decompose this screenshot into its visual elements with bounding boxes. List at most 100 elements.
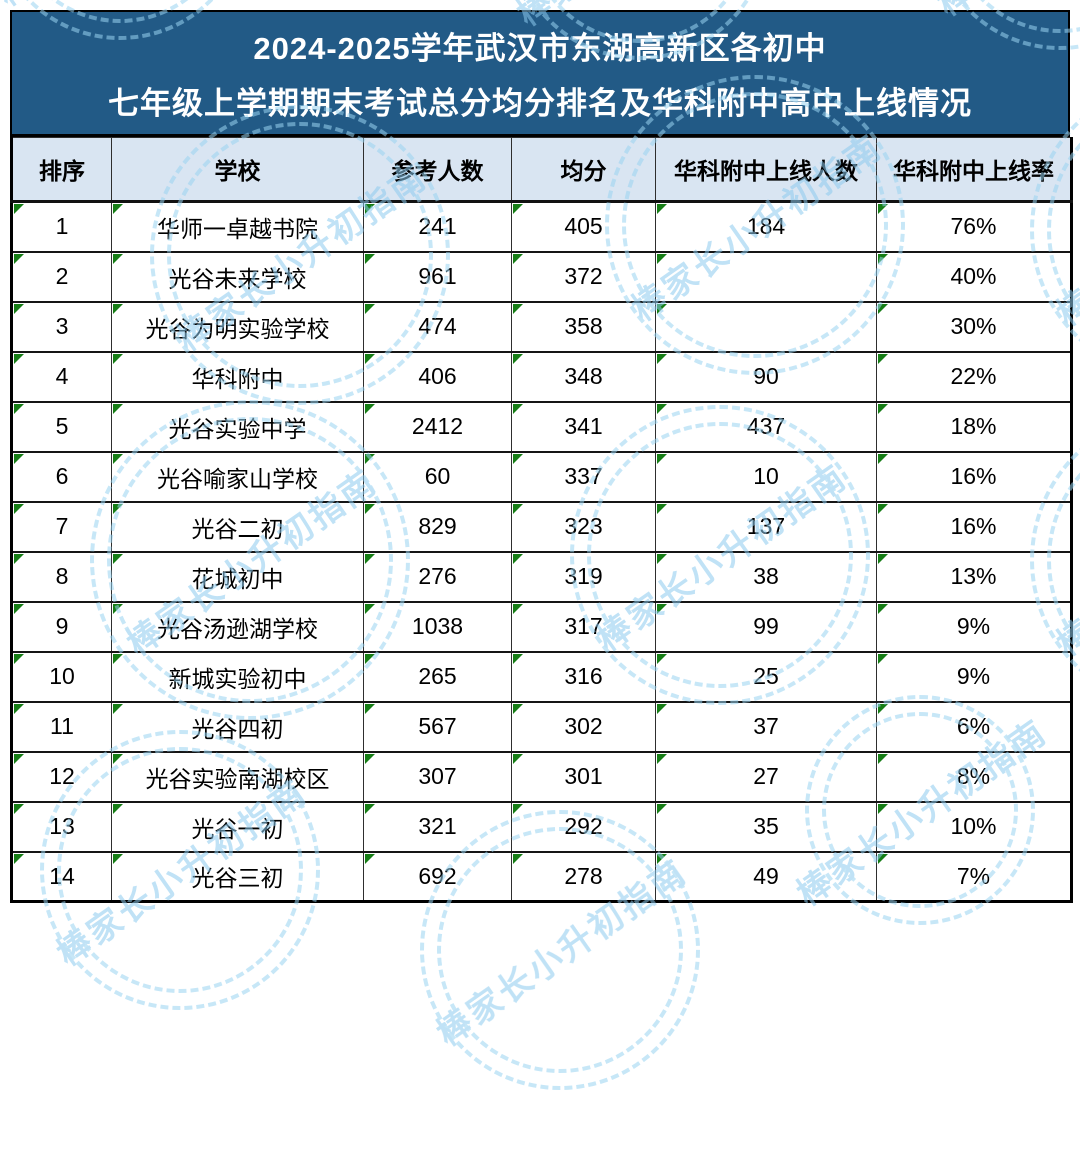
column-header-1: 学校: [111, 137, 364, 203]
cell-note-marker-icon: [878, 303, 888, 314]
admitted-count-cell: [655, 300, 877, 353]
cell-value: 302: [564, 713, 603, 739]
cell-value: 11: [50, 713, 74, 739]
table-row: 1 华师一卓越书院 241 405 184 76%: [11, 200, 1072, 253]
cell-note-marker-icon: [365, 403, 375, 414]
cell-value: 307: [418, 763, 457, 789]
participants-cell: 321: [363, 800, 512, 853]
cell-note-marker-icon: [878, 503, 888, 514]
admitted-count-cell: 99: [655, 600, 877, 653]
table-body: 1 华师一卓越书院 241 405 184 76% 2 光谷未来学校 961 372 40% 3 光谷为…: [11, 200, 1072, 903]
cell-note-marker-icon: [365, 353, 375, 364]
cell-value: 90: [753, 363, 779, 389]
cell-note-marker-icon: [14, 703, 24, 714]
cell-note-marker-icon: [878, 753, 888, 764]
admitted-count-cell: 37: [655, 700, 877, 753]
cell-value: 华师一卓越书院: [157, 215, 318, 242]
admitted-count-cell: 49: [655, 850, 877, 903]
cell-note-marker-icon: [657, 853, 667, 864]
cell-note-marker-icon: [365, 503, 375, 514]
admitted-rate-cell: 13%: [876, 550, 1072, 603]
cell-note-marker-icon: [657, 253, 667, 264]
cell-note-marker-icon: [113, 653, 123, 664]
cell-note-marker-icon: [513, 753, 523, 764]
rank-cell: 7: [11, 500, 112, 553]
cell-note-marker-icon: [14, 204, 24, 214]
cell-note-marker-icon: [14, 253, 24, 264]
cell-note-marker-icon: [513, 453, 523, 464]
cell-note-marker-icon: [365, 853, 375, 864]
cell-value: 13: [49, 813, 75, 839]
cell-note-marker-icon: [113, 353, 123, 364]
cell-note-marker-icon: [14, 603, 24, 614]
cell-note-marker-icon: [14, 453, 24, 464]
rank-cell: 3: [11, 300, 112, 353]
cell-note-marker-icon: [113, 303, 123, 314]
admitted-count-cell: 27: [655, 750, 877, 803]
participants-cell: 829: [363, 500, 512, 553]
school-cell: 华师一卓越书院: [111, 200, 364, 253]
cell-value: 40%: [950, 263, 997, 289]
cell-note-marker-icon: [878, 803, 888, 814]
cell-value: 4: [55, 363, 69, 389]
cell-note-marker-icon: [14, 753, 24, 764]
column-header-5: 华科附中上线率: [876, 137, 1072, 203]
table-row: 5 光谷实验中学 2412 341 437 18%: [11, 400, 1072, 453]
cell-note-marker-icon: [513, 353, 523, 364]
avg-score-cell: 358: [511, 300, 656, 353]
school-cell: 光谷三初: [111, 850, 364, 903]
avg-score-cell: 323: [511, 500, 656, 553]
cell-value: 6%: [956, 713, 991, 739]
cell-note-marker-icon: [365, 653, 375, 664]
cell-note-marker-icon: [657, 403, 667, 414]
rank-cell: 14: [11, 850, 112, 903]
cell-value: 437: [746, 413, 786, 439]
table-row: 8 花城初中 276 319 38 13%: [11, 550, 1072, 603]
cell-value: 372: [564, 263, 603, 289]
cell-note-marker-icon: [657, 453, 667, 464]
cell-note-marker-icon: [513, 653, 523, 664]
cell-note-marker-icon: [657, 553, 667, 564]
participants-cell: 567: [363, 700, 512, 753]
admitted-rate-cell: 10%: [876, 800, 1072, 853]
cell-value: 7%: [956, 862, 991, 889]
cell-value: 光谷四初: [191, 715, 284, 742]
cell-value: 276: [418, 563, 457, 589]
admitted-count-cell: 10: [655, 450, 877, 503]
cell-value: 38: [753, 563, 779, 589]
cell-value: 316: [564, 663, 603, 689]
rank-cell: 6: [11, 450, 112, 503]
cell-value: 1038: [411, 613, 464, 639]
admitted-rate-cell: 22%: [876, 350, 1072, 403]
cell-value: 348: [564, 363, 603, 389]
cell-note-marker-icon: [365, 803, 375, 814]
cell-value: 7: [55, 513, 69, 539]
rank-cell: 13: [11, 800, 112, 853]
ranking-table: 排序 学校 参考人数 均分 华科附中上线人数 华科附中上线率 1 华师一卓越书院 241 405…: [10, 137, 1073, 903]
cell-value: 278: [564, 862, 603, 889]
cell-value: 27: [753, 763, 779, 789]
cell-note-marker-icon: [513, 553, 523, 564]
avg-score-cell: 317: [511, 600, 656, 653]
rank-cell: 8: [11, 550, 112, 603]
admitted-rate-cell: 16%: [876, 450, 1072, 503]
table-row: 4 华科附中 406 348 90 22%: [11, 350, 1072, 403]
rank-cell: 10: [11, 650, 112, 703]
admitted-rate-cell: 16%: [876, 500, 1072, 553]
cell-value: 8%: [956, 763, 991, 789]
cell-value: 22%: [950, 363, 997, 389]
cell-note-marker-icon: [365, 303, 375, 314]
cell-value: 99: [753, 613, 779, 639]
cell-note-marker-icon: [878, 653, 888, 664]
cell-value: 6: [55, 463, 69, 489]
cell-value: 光谷未来学校: [168, 265, 307, 292]
cell-value: 25: [753, 663, 779, 689]
participants-cell: 1038: [363, 600, 512, 653]
admitted-rate-cell: 18%: [876, 400, 1072, 453]
school-cell: 花城初中: [111, 550, 364, 603]
cell-note-marker-icon: [113, 204, 123, 214]
participants-cell: 241: [363, 200, 512, 253]
avg-score-cell: 319: [511, 550, 656, 603]
participants-cell: 265: [363, 650, 512, 703]
cell-value: 光谷实验南湖校区: [145, 765, 330, 792]
